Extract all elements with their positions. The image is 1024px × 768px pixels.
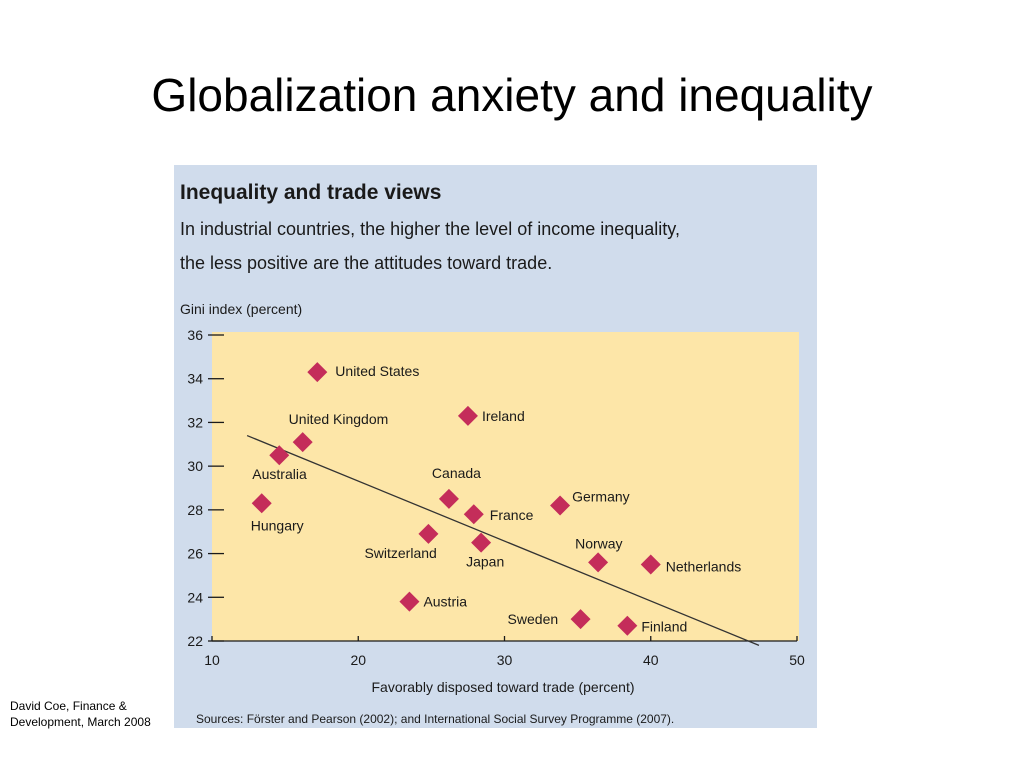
trend-line [246, 434, 760, 646]
point-label: Germany [572, 488, 630, 504]
point-marker [269, 445, 290, 466]
y-tick-label: 30 [187, 458, 203, 474]
y-tick-label: 28 [187, 502, 203, 518]
point-marker [307, 362, 328, 383]
chart-subtitle-line2: the less positive are the attitudes towa… [180, 253, 552, 273]
chart-subtitle-line1: In industrial countries, the higher the … [180, 219, 680, 239]
scatter-chart: Inequality and trade views In industrial… [180, 181, 805, 726]
y-tick-label: 36 [187, 327, 203, 343]
point-marker [463, 504, 484, 525]
point-marker [438, 488, 459, 509]
x-tick-label: 50 [789, 652, 805, 668]
chart-title: Inequality and trade views [180, 181, 441, 204]
x-tick-label: 30 [497, 652, 513, 668]
slide-title: Globalization anxiety and inequality [151, 69, 873, 121]
point-marker [640, 554, 661, 575]
x-tick-label: 20 [350, 652, 366, 668]
point-label: Switzerland [364, 545, 436, 561]
point-label: Finland [641, 619, 687, 635]
x-axis-label: Favorably disposed toward trade (percent… [371, 679, 634, 695]
data-points: United States United Kingdom Ireland Austra… [251, 362, 742, 636]
y-tick-label: 24 [187, 589, 203, 605]
point-marker [418, 523, 439, 544]
point-marker [292, 432, 313, 453]
point-label: Sweden [508, 611, 559, 627]
plot-area [212, 332, 799, 641]
point-label: Canada [432, 465, 481, 481]
point-label: United Kingdom [289, 411, 389, 427]
point-marker [617, 615, 638, 636]
point-marker [570, 609, 591, 630]
point-label: Australia [252, 466, 307, 482]
point-marker [471, 532, 492, 553]
y-tick-label: 32 [187, 414, 203, 430]
point-label: France [490, 507, 534, 523]
chart-source: Sources: Förster and Pearson (2002); and… [196, 712, 674, 726]
point-label: United States [335, 363, 419, 379]
point-label: Ireland [482, 408, 525, 424]
chart-figure: Inequality and trade views In industrial… [174, 165, 817, 728]
x-tick-label: 10 [204, 652, 220, 668]
y-tick-label: 34 [187, 371, 203, 387]
y-tick-label: 26 [187, 546, 203, 562]
y-tick-label: 22 [187, 633, 203, 649]
credit-line-1: David Coe, Finance & [10, 699, 127, 713]
point-label: Japan [466, 554, 504, 570]
point-label: Norway [575, 535, 622, 551]
point-label: Netherlands [666, 559, 742, 575]
point-marker [251, 493, 272, 514]
point-label: Austria [423, 594, 467, 610]
point-label: Hungary [251, 517, 304, 533]
point-marker [550, 495, 571, 516]
credit-line-2: Development, March 2008 [10, 715, 151, 729]
y-axis: 22 24 26 28 30 32 34 36 [187, 327, 224, 649]
point-marker [588, 552, 609, 573]
y-axis-label: Gini index (percent) [180, 301, 302, 317]
slide-credit: David Coe, Finance & Development, March … [10, 698, 151, 730]
point-marker [399, 591, 420, 612]
x-axis: 10 20 30 40 50 [204, 636, 805, 668]
point-marker [457, 405, 478, 426]
x-tick-label: 40 [643, 652, 659, 668]
